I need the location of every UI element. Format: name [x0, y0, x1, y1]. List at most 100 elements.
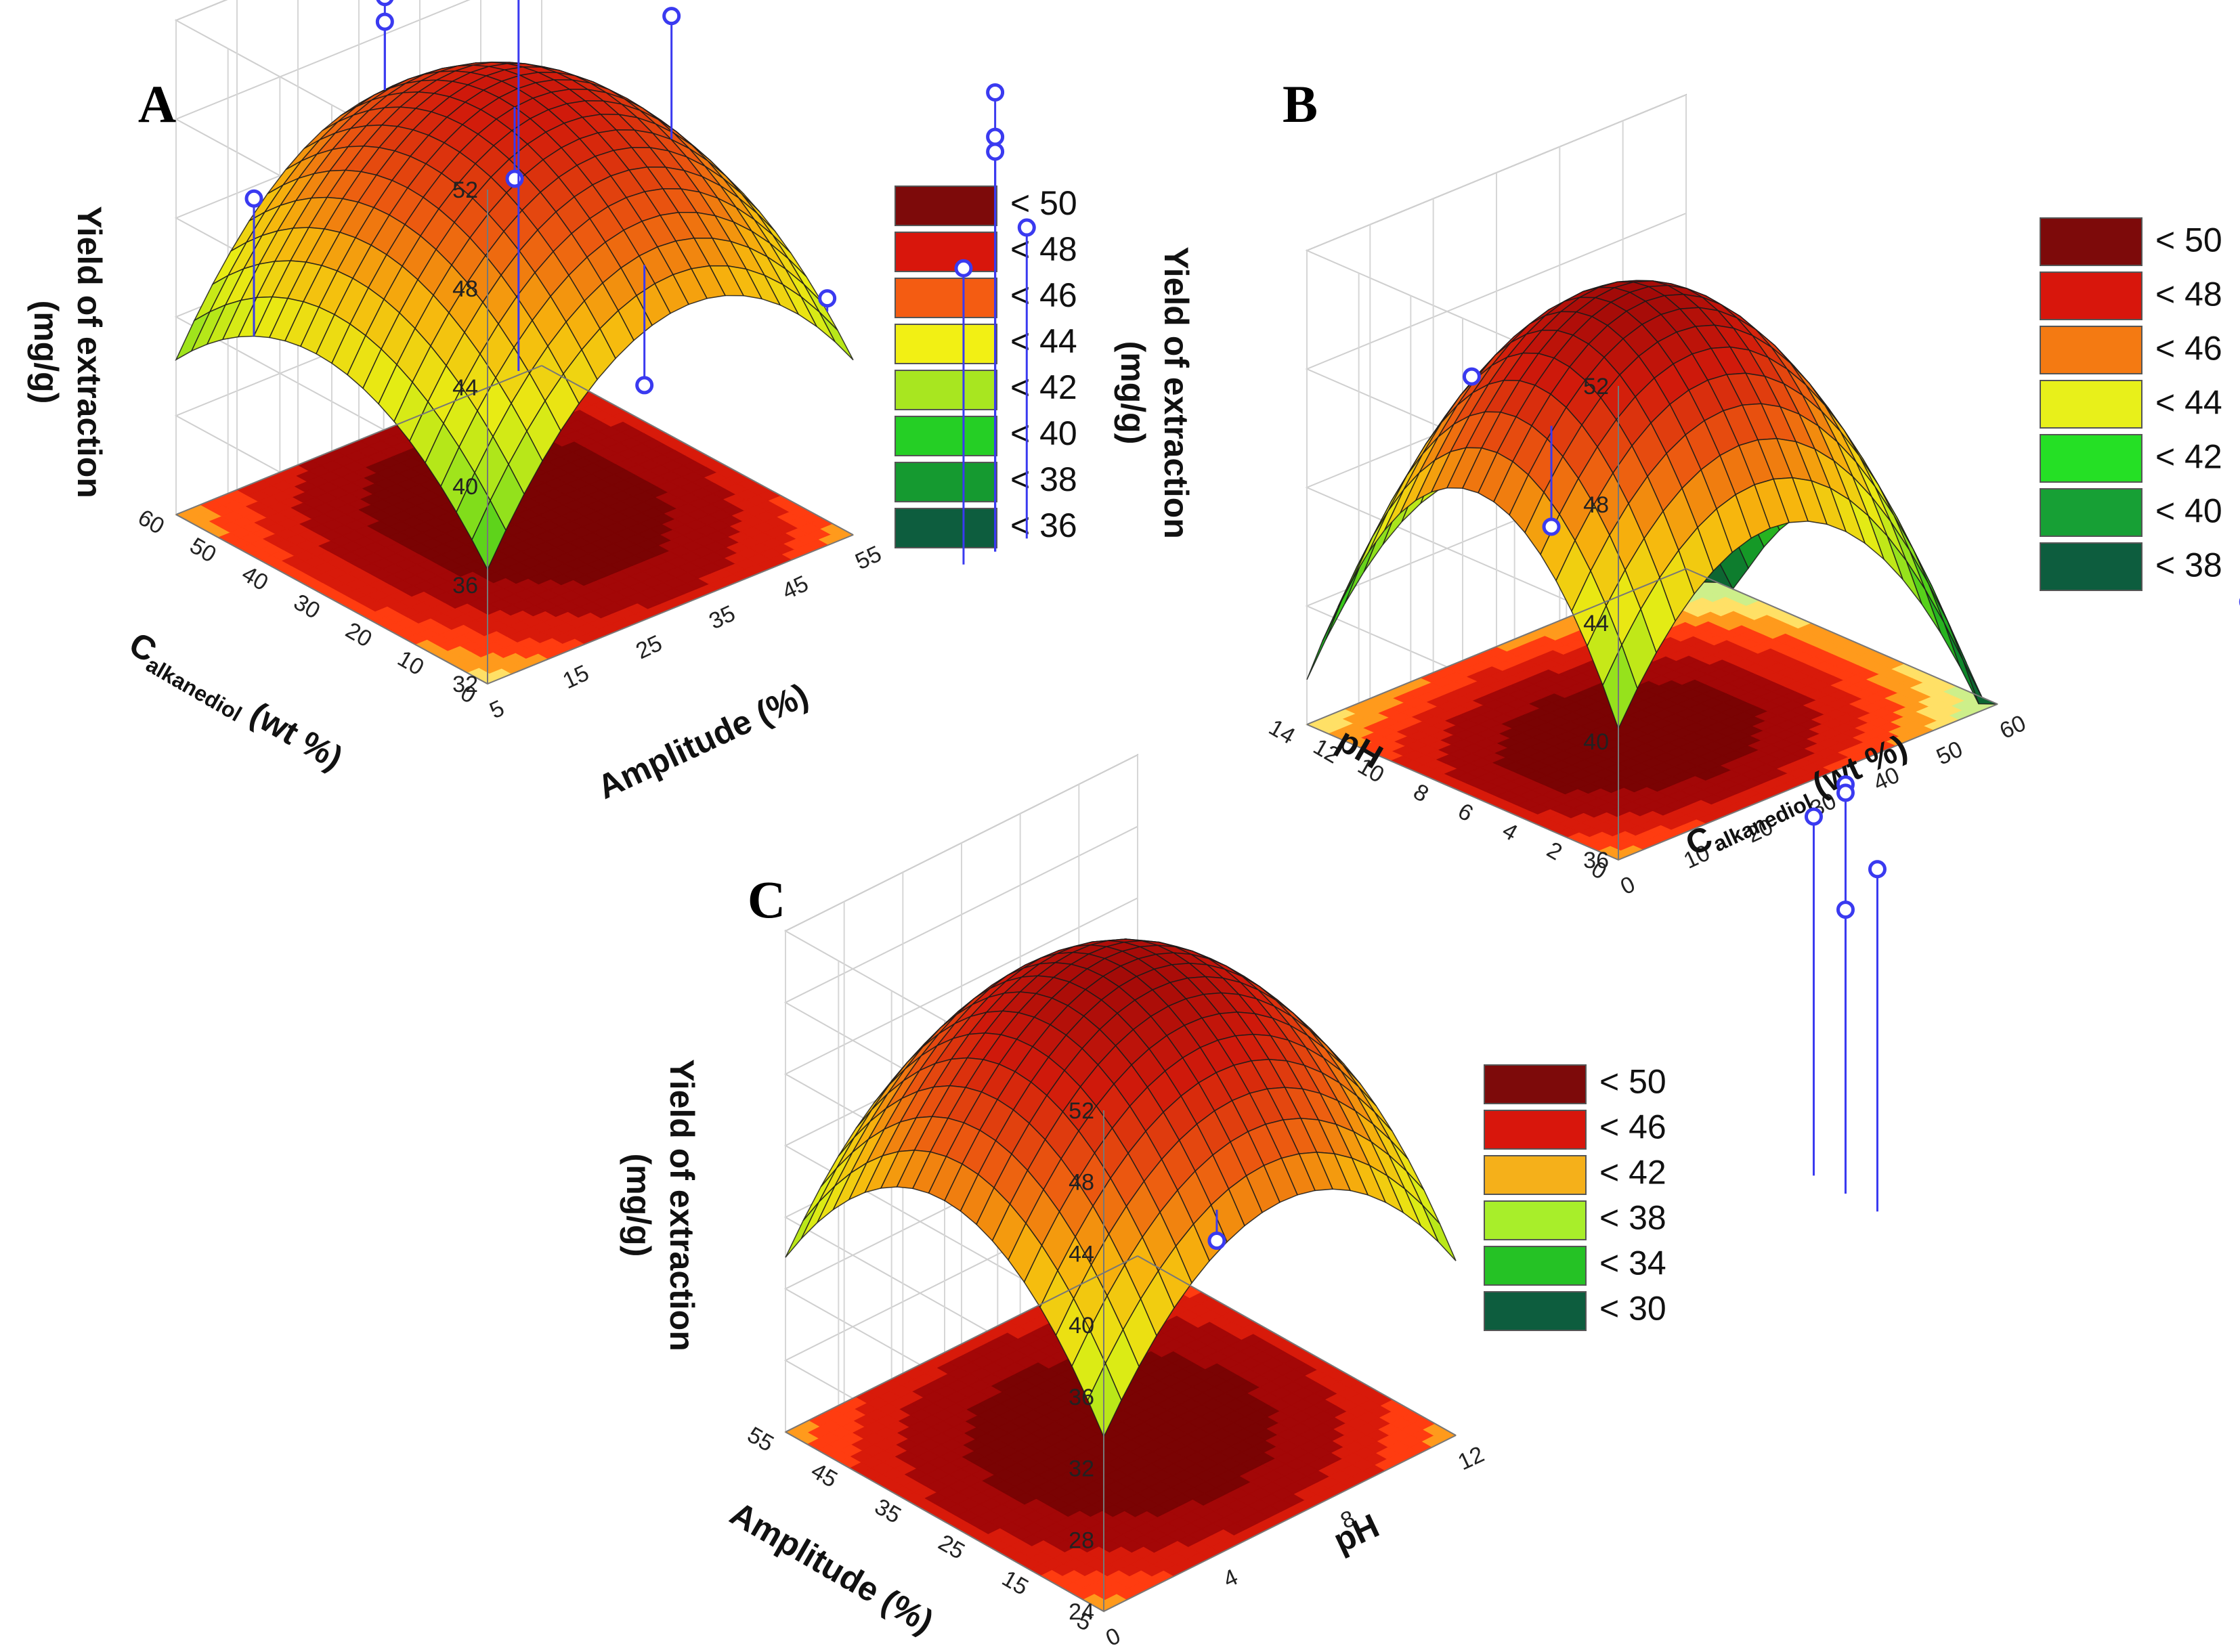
- surface-mesh: [1306, 280, 1998, 731]
- frame-edge: [1306, 724, 1619, 861]
- legend-label: < 38: [1599, 1199, 1666, 1237]
- data-point: [1836, 783, 1855, 802]
- legend-swatch: [895, 370, 997, 410]
- z-axis-title-line: Yield of extraction: [663, 1059, 701, 1351]
- left-tick-label: 4: [1498, 817, 1522, 846]
- legend-label: < 40: [1010, 414, 1077, 452]
- left-tick-label: 60: [133, 504, 169, 540]
- z-axis-ticks: 32 36 40 44 48 52: [452, 177, 478, 697]
- data-point: [376, 0, 394, 7]
- legend-label: < 38: [1010, 460, 1077, 498]
- legend-label: < 42: [1599, 1154, 1666, 1192]
- frame-edge: [1103, 1435, 1457, 1612]
- observed-points: [244, 0, 837, 395]
- surface-cell: [819, 311, 854, 361]
- right-axis-title: pH: [1328, 1506, 1385, 1560]
- legend-swatch: [1484, 1291, 1587, 1331]
- frame-edge: [487, 534, 854, 684]
- legend-swatch: [2040, 271, 2142, 320]
- panel-b: 3640444852024681012140102030405060pHCalk…: [517, 0, 2222, 900]
- observed-points: [1207, 598, 2240, 1251]
- left-tick-label: 6: [1453, 798, 1477, 827]
- surface-cell: [1924, 589, 1960, 667]
- frame-edge: [541, 365, 854, 536]
- legend-swatch: [895, 462, 997, 502]
- z-tick-label: 44: [1583, 611, 1609, 636]
- data-point: [818, 289, 837, 308]
- z-tick-label: 24: [1069, 1599, 1094, 1625]
- legend: < 50 < 48 < 46 < 44 < 42 < 40 < 38 < 36: [895, 184, 1077, 548]
- panel-label: B: [1283, 74, 1318, 133]
- surface-cell: [471, 499, 507, 571]
- data-point: [986, 83, 1005, 102]
- right-tick-label: 55: [851, 541, 885, 575]
- left-tick-label: 30: [289, 589, 324, 624]
- z-tick-label: 40: [452, 474, 478, 500]
- left-tick-label: 55: [743, 1422, 778, 1457]
- z-tick-label: 48: [452, 276, 478, 302]
- legend-swatch: [2040, 380, 2142, 429]
- left-tick-label: 20: [341, 617, 376, 653]
- right-tick-label: 50: [1933, 736, 1966, 770]
- left-axis-title: Calkanediol (wt %): [121, 625, 349, 781]
- panel-label: A: [138, 74, 176, 133]
- frame-edge: [1685, 568, 1998, 705]
- left-tick-label: 45: [806, 1458, 842, 1493]
- right-tick-label: 15: [559, 660, 593, 694]
- right-tick-label: 4: [1220, 1564, 1242, 1592]
- legend-label: < 50: [1599, 1063, 1666, 1101]
- frame-edge: [1137, 1255, 1457, 1436]
- z-tick-label: 48: [1583, 492, 1609, 518]
- data-point: [1804, 807, 1823, 826]
- left-axis-title-main: Amplitude (%): [724, 1494, 940, 1641]
- legend-swatch: [895, 232, 997, 272]
- z-tick-label: 44: [1069, 1241, 1094, 1267]
- legend-label: < 48: [2155, 276, 2222, 313]
- panel-label: C: [748, 870, 785, 929]
- left-tick-label: 25: [934, 1529, 969, 1565]
- box-frame: [1306, 386, 1998, 861]
- legend-label: < 36: [1010, 506, 1077, 544]
- data-point: [1542, 517, 1561, 536]
- data-point: [1017, 218, 1036, 237]
- data-point: [986, 142, 1005, 161]
- legend-swatch: [2040, 542, 2142, 591]
- right-tick-label: 0: [1102, 1623, 1124, 1651]
- left-tick-label: 2: [1543, 837, 1566, 865]
- legend-label: < 44: [2155, 384, 2222, 422]
- data-point: [244, 189, 263, 208]
- legend-swatch: [2040, 326, 2142, 374]
- z-tick-label: 52: [1583, 374, 1609, 399]
- z-tick-label: 52: [452, 177, 478, 203]
- z-tick-label: 32: [452, 672, 478, 697]
- left-tick-label: 10: [393, 645, 429, 680]
- z-tick-label: 48: [1069, 1170, 1094, 1196]
- surface-mesh: [175, 62, 854, 571]
- right-axis-title-main: Amplitude (%): [592, 676, 814, 806]
- right-tick-label: 0: [1616, 871, 1639, 900]
- legend-label: < 40: [2155, 492, 2222, 530]
- data-point: [1836, 900, 1855, 919]
- z-axis-title-line: Yield of extraction: [70, 206, 108, 498]
- z-axis-title-line: (mg/g): [27, 301, 65, 404]
- z-tick-label: 40: [1583, 729, 1609, 755]
- frame-edge: [175, 365, 542, 515]
- surface-mesh: [785, 938, 1457, 1439]
- z-tick-label: 44: [452, 375, 478, 401]
- frame-edge: [785, 1431, 1104, 1612]
- z-axis-title: Yield of extraction(mg/g): [620, 1059, 701, 1351]
- right-axis-title: Amplitude (%): [592, 676, 814, 806]
- legend-label: < 46: [2155, 330, 2222, 368]
- z-axis-ticks: 24 28 32 36 40 44 48 52: [1069, 1098, 1094, 1625]
- legend-swatch: [1484, 1064, 1587, 1104]
- left-tick-label: 8: [1409, 779, 1433, 807]
- legend-swatch: [1484, 1155, 1587, 1195]
- legend-swatch: [1484, 1200, 1587, 1240]
- observed-points: [517, 0, 1561, 565]
- z-axis-title-line: (mg/g): [1114, 341, 1152, 445]
- data-point: [1462, 367, 1481, 386]
- data-point: [635, 376, 654, 395]
- z-tick-label: 40: [1069, 1313, 1094, 1339]
- left-tick-label: 15: [997, 1565, 1033, 1601]
